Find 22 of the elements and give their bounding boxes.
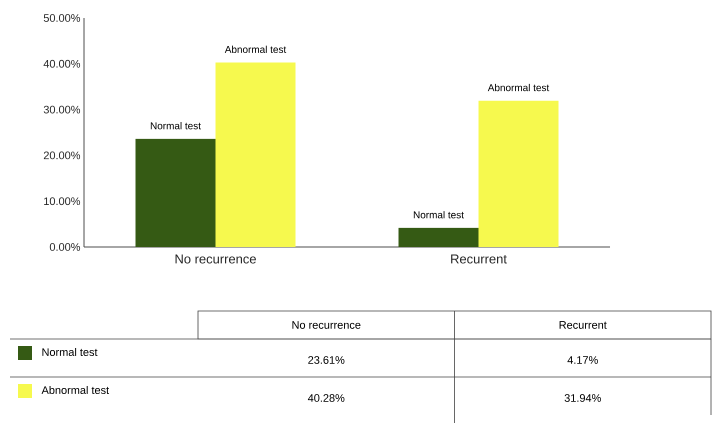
y-tick-label: 10.00% [44,197,80,206]
bar [136,138,216,247]
data-label: 4.17% [567,356,598,364]
legend-label: Abnormal test [42,386,110,394]
y-tick-label: 40.00% [44,60,80,68]
y-tick-label: 30.00% [44,106,80,114]
y-tick-label: 20.00% [44,152,80,160]
text: Normal test [414,211,464,218]
text: Abnormal test [488,84,550,92]
text: Normal test [150,122,201,130]
bar [478,100,559,247]
y-tick-label: 50.00% [44,14,80,22]
text: Abnormal test [224,46,286,53]
category-label: No recurrence [292,321,360,329]
bar [216,62,296,247]
bar [398,228,479,247]
y-tick-label: 0.00% [50,243,80,251]
data-label: 23.61% [308,356,344,364]
category-label: Recurrent [560,321,607,329]
data-label: 31.94% [564,394,601,402]
data-label: 40.28% [308,394,344,402]
legend-label: Normal test [42,348,98,356]
